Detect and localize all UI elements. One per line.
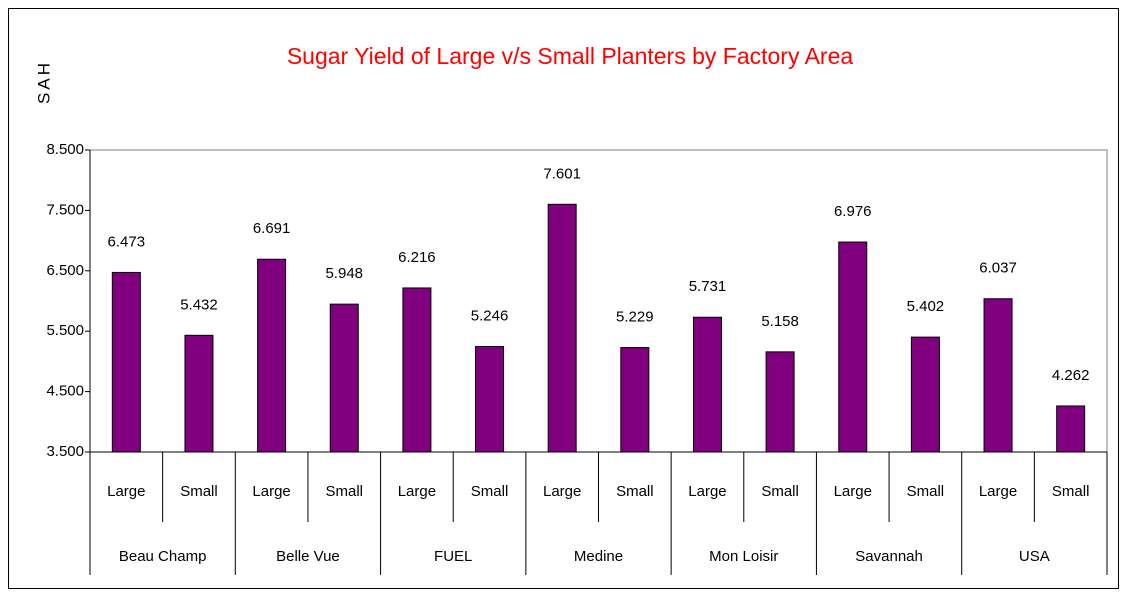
- y-tick-label: 8.500: [46, 141, 84, 158]
- x-tick-label: Large: [107, 483, 145, 500]
- x-tick-label: Large: [688, 483, 726, 500]
- data-label: 5.158: [761, 313, 799, 330]
- x-tick-label: Small: [180, 483, 218, 500]
- data-label: 5.246: [471, 308, 509, 325]
- chart-title: Sugar Yield of Large v/s Small Planters …: [287, 43, 854, 69]
- x-tick-label: Small: [616, 483, 654, 500]
- bar: [111, 271, 141, 453]
- group-label: Mon Loisir: [709, 548, 778, 565]
- x-tick-label: Large: [252, 483, 290, 500]
- group-label: USA: [1019, 548, 1050, 565]
- bar: [692, 316, 722, 453]
- bar: [910, 336, 940, 453]
- y-tick-label: 4.500: [46, 383, 84, 400]
- data-label: 4.262: [1052, 367, 1090, 384]
- y-tick-label: 5.500: [46, 322, 84, 339]
- y-tick-label: 6.500: [46, 262, 84, 279]
- bar: [475, 346, 505, 453]
- data-label: 6.216: [398, 249, 436, 266]
- x-tick-label: Small: [325, 483, 363, 500]
- y-tick-label: 3.500: [46, 443, 84, 460]
- bar: [1056, 405, 1086, 453]
- y-axis-label: SAH: [34, 60, 53, 104]
- bar: [983, 298, 1013, 453]
- data-label: 6.473: [108, 233, 146, 250]
- group-label: Belle Vue: [276, 548, 340, 565]
- bar: [257, 258, 287, 453]
- x-tick-label: Small: [907, 483, 945, 500]
- data-label: 6.037: [979, 260, 1017, 277]
- bar: [547, 203, 577, 453]
- bar: [184, 334, 214, 453]
- x-tick-label: Large: [979, 483, 1017, 500]
- data-label: 6.976: [834, 203, 872, 220]
- x-tick-label: Large: [543, 483, 581, 500]
- data-label: 5.402: [907, 298, 945, 315]
- group-label: Savannah: [855, 548, 923, 565]
- data-label: 5.432: [180, 296, 218, 313]
- data-label: 5.229: [616, 309, 654, 326]
- group-label: Medine: [574, 548, 623, 565]
- x-tick-label: Large: [398, 483, 436, 500]
- x-tick-label: Small: [1052, 483, 1090, 500]
- bar: [402, 287, 432, 453]
- bar: [765, 351, 795, 453]
- x-tick-label: Small: [471, 483, 509, 500]
- x-tick-label: Large: [834, 483, 872, 500]
- data-label: 5.731: [689, 278, 727, 295]
- y-tick-label: 7.500: [46, 201, 84, 218]
- bar: [329, 303, 359, 453]
- data-label: 7.601: [543, 165, 581, 182]
- data-label: 5.948: [325, 265, 363, 282]
- bar: [620, 347, 650, 453]
- x-tick-label: Small: [761, 483, 799, 500]
- group-label: FUEL: [434, 548, 472, 565]
- data-label: 6.691: [253, 220, 291, 237]
- group-label: Beau Champ: [119, 548, 207, 565]
- bar: [838, 241, 868, 453]
